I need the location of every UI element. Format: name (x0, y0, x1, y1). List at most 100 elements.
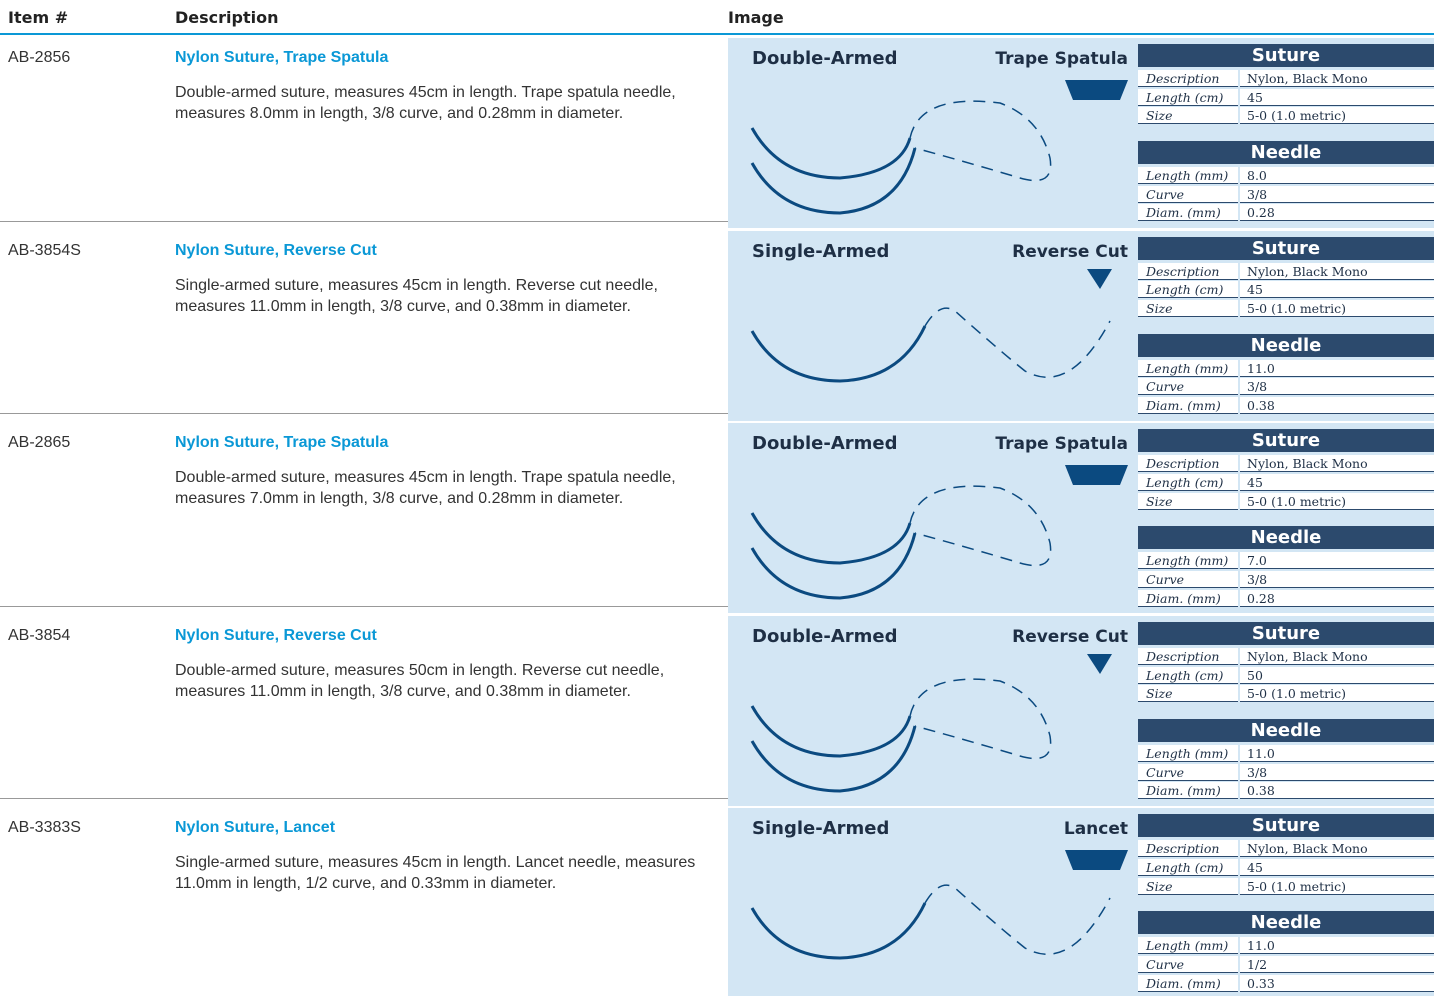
drawing-stroke (1087, 268, 1112, 289)
spec-value: 11.0 (1240, 937, 1434, 955)
spec-value: 5-0 (1.0 metric) (1240, 877, 1434, 895)
table-title: Needle (1138, 333, 1434, 357)
product-description: Double-armed suture, measures 50cm in le… (175, 661, 665, 700)
table-title: Suture (1138, 621, 1434, 645)
spec-value: Nylon, Black Mono (1240, 70, 1434, 87)
product-title: Nylon Suture, Reverse Cut (175, 241, 377, 259)
spec-label: Description (1138, 262, 1238, 280)
row-separator (0, 605, 728, 607)
row-separator (0, 413, 728, 415)
needle-type: Trape Spatula (995, 49, 1128, 69)
spec-value: 0.38 (1240, 782, 1434, 800)
spec-value: 11.0 (1240, 744, 1434, 762)
spec-value: 5-0 (1.0 metric) (1240, 107, 1434, 125)
spec-label: Description (1138, 455, 1238, 473)
spec-label: Diam. (mm) (1138, 397, 1238, 414)
product-title: Nylon Suture, Reverse Cut (175, 626, 377, 644)
item-number: AB-3854S (8, 241, 81, 259)
drawing-stroke (909, 678, 1052, 760)
spec-value: 0.38 (1240, 397, 1434, 414)
spec-label: Diam. (mm) (1138, 204, 1238, 222)
drawing-stroke (1065, 850, 1128, 871)
spec-label: Length (cm) (1138, 281, 1238, 299)
table-title: Needle (1138, 911, 1434, 935)
product-description: Double-armed suture, measures 45cm in le… (175, 84, 676, 122)
spec-label: Curve (1138, 570, 1238, 588)
row-separator (0, 798, 728, 800)
arm-label: Single-Armed (752, 818, 890, 840)
item-number: AB-3854 (8, 626, 71, 644)
header-description: Description (175, 8, 279, 27)
spec-label: Curve (1138, 185, 1238, 203)
table-title: Needle (1138, 718, 1434, 742)
header-rule (0, 33, 1434, 35)
spec-value: 50 (1240, 666, 1434, 684)
arm-label: Double-Armed (752, 433, 898, 455)
spec-label: Diam. (mm) (1138, 589, 1238, 607)
spec-value: 11.0 (1240, 359, 1434, 377)
spec-value: 45 (1240, 88, 1434, 106)
needle-type: Reverse Cut (1012, 626, 1128, 647)
drawing-stroke (750, 705, 912, 758)
spec-value: 3/8 (1240, 763, 1434, 781)
suture-drawing (750, 80, 1128, 215)
drawing-stroke (750, 127, 912, 180)
table-title: Suture (1138, 236, 1434, 260)
spec-value: 0.33 (1240, 974, 1434, 992)
spec-label: Length (cm) (1138, 859, 1238, 877)
product-title: Nylon Suture, Trape Spatula (175, 434, 389, 452)
drawing-stroke (924, 307, 1111, 378)
needle-type: Trape Spatula (995, 434, 1128, 455)
spec-label: Length (cm) (1138, 88, 1238, 106)
header-item: Item # (8, 8, 69, 27)
spec-label: Size (1138, 685, 1238, 703)
spec-label: Size (1138, 877, 1238, 895)
suture-drawing (750, 850, 1128, 960)
spec-label: Length (mm) (1138, 744, 1238, 762)
spec-label: Diam. (mm) (1138, 782, 1238, 800)
table-title: Needle (1138, 526, 1434, 550)
spec-value: 3/8 (1240, 185, 1434, 203)
product-title: Nylon Suture, Trape Spatula (175, 49, 389, 66)
spec-label: Size (1138, 107, 1238, 125)
spec-value: 5-0 (1.0 metric) (1240, 300, 1434, 317)
table-title: Suture (1138, 429, 1434, 453)
arm-label: Single-Armed (752, 240, 890, 262)
row-separator (0, 220, 728, 222)
drawing-stroke (750, 324, 927, 383)
spec-label: Description (1138, 70, 1238, 87)
drawing-stroke (750, 532, 917, 600)
drawing-stroke (909, 100, 1052, 182)
spec-value: 7.0 (1240, 552, 1434, 570)
spec-label: Size (1138, 492, 1238, 510)
drawing-stroke (909, 485, 1052, 567)
spec-value: 5-0 (1.0 metric) (1240, 492, 1434, 510)
spec-value: 45 (1240, 281, 1434, 299)
suture-drawing (750, 653, 1112, 793)
drawing-stroke (1065, 465, 1128, 486)
arm-label: Double-Armed (752, 625, 898, 647)
table-title: Needle (1138, 141, 1434, 164)
arm-label: Double-Armed (752, 48, 898, 69)
spec-label: Length (cm) (1138, 666, 1238, 684)
spec-value: 8.0 (1240, 167, 1434, 184)
spec-value: 3/8 (1240, 570, 1434, 588)
drawing-stroke (750, 147, 917, 215)
spec-label: Curve (1138, 956, 1238, 974)
spec-value: Nylon, Black Mono (1240, 455, 1434, 473)
drawing-stroke (750, 902, 927, 960)
item-number: AB-2865 (8, 434, 71, 452)
spec-label: Length (cm) (1138, 473, 1238, 491)
spec-label: Length (mm) (1138, 937, 1238, 955)
drawing-stroke (750, 725, 917, 793)
spec-label: Length (mm) (1138, 359, 1238, 377)
product-title: Nylon Suture, Lancet (175, 819, 336, 837)
spec-label: Diam. (mm) (1138, 974, 1238, 992)
item-number: AB-2856 (8, 49, 71, 66)
header-image: Image (728, 8, 784, 27)
spec-label: Length (mm) (1138, 167, 1238, 184)
drawing-stroke (1065, 80, 1128, 100)
spec-label: Curve (1138, 763, 1238, 781)
spec-label: Size (1138, 300, 1238, 317)
